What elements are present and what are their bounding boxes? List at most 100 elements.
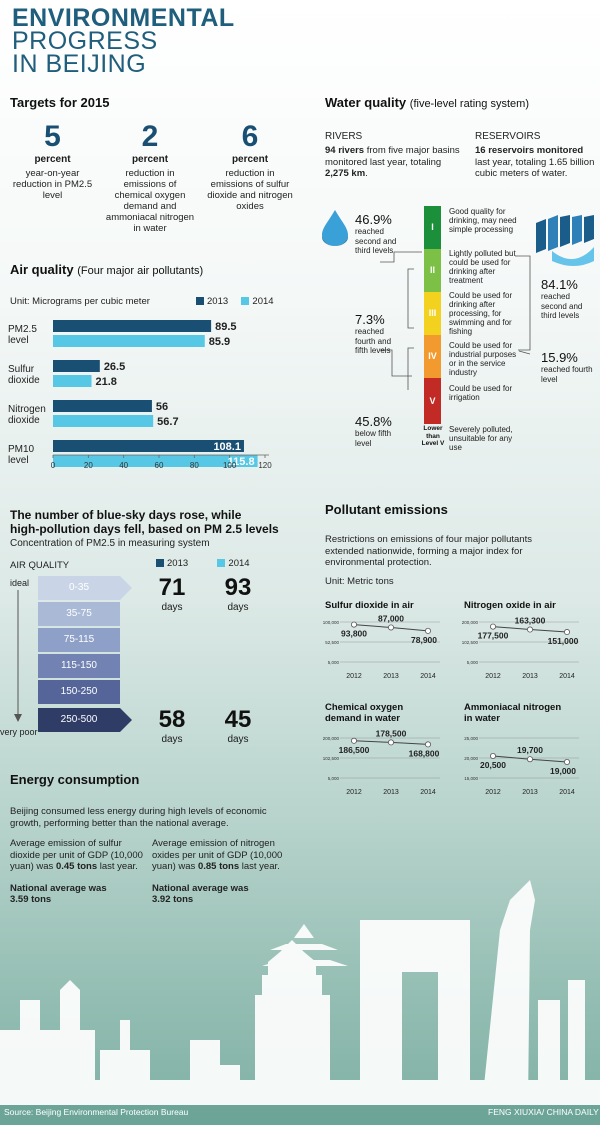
bad-days-2013-value: 58 xyxy=(158,706,186,733)
water-level-i-desc: Good quality for drinking, may need simp… xyxy=(449,207,517,234)
so2-chart-title: Sulfur dioxide in air xyxy=(325,600,414,611)
category-label-line: dioxide xyxy=(8,415,40,426)
target-unit: percent xyxy=(231,154,269,165)
y-tick-label: 25,000 xyxy=(464,736,478,741)
category-label-line: PM2.5 xyxy=(8,324,37,335)
water-heading: Water quality (five-level rating system) xyxy=(325,95,529,110)
air-quality-chart: PM2.5level89.585.9Sulfurdioxide26.521.8N… xyxy=(8,320,272,470)
cod-emissions-chart: 200,000 102,500 5,000 186,500 2012 178,500 201… xyxy=(323,728,440,796)
data-label: 163,300 xyxy=(515,616,546,626)
x-tick-label: 0 xyxy=(51,461,56,470)
data-label: 168,800 xyxy=(409,748,440,758)
pm25-level-ladder: 0-35 35-75 75-115 115-150 150-250 250-50… xyxy=(38,576,138,736)
bar-value-label: 56 xyxy=(156,401,168,413)
title-line2: PROGRESS xyxy=(12,27,158,55)
x-tick-label: 2014 xyxy=(559,789,575,796)
energy-heading: Energy consumption xyxy=(10,772,140,787)
data-label: 78,900 xyxy=(411,635,437,645)
x-tick-label: 100 xyxy=(223,461,237,470)
river-stat-mid-label: reached fourth and fifth levels xyxy=(355,327,392,355)
data-point xyxy=(489,752,496,759)
bar-value-label: 26.5 xyxy=(104,361,125,373)
water-level-scale: I II III IV V Lower than Level V xyxy=(422,206,444,456)
water-bracket-lines xyxy=(380,251,531,390)
quality-arrow xyxy=(14,590,22,722)
reservoirs-text: 16 reservoirs monitored last year, total… xyxy=(475,145,597,180)
rivers-text1: from five major basins monitored last ye… xyxy=(325,145,460,168)
rivers-title: RIVERS xyxy=(325,131,363,142)
river-stat-high: 46.9% reached second and third levels xyxy=(355,212,415,256)
category-label-line: PM10 xyxy=(8,444,35,455)
category-label-line: level xyxy=(8,335,29,346)
nh3-chart-title: Ammoniacal nitrogen in water xyxy=(464,702,561,724)
water-level-v-desc: Could be used for irrigation xyxy=(449,384,513,402)
legend-2014: 2014 xyxy=(228,558,250,569)
rivers-length: 2,275 km xyxy=(325,168,366,179)
bad-days-2013-unit: days xyxy=(161,734,183,745)
target-value: 5 xyxy=(44,120,61,153)
water-level-i: I xyxy=(424,206,441,249)
bluesky-subheading: Concentration of PM2.5 in measuring syst… xyxy=(10,538,210,549)
reservoir-dam-icon xyxy=(536,215,594,266)
pollutants-intro: Restrictions on emissions of four major … xyxy=(325,534,532,568)
reservoir-stat-high-label: reached second and third levels xyxy=(541,292,583,320)
good-days-2013-unit: days xyxy=(161,602,183,613)
data-point xyxy=(425,627,432,634)
category-label-line: Nitrogen xyxy=(8,404,46,415)
level-75-115: 75-115 xyxy=(38,628,120,652)
nh3-emissions-chart: 25,000 20,000 15,000 20,500 2012 19,700 2013 19… xyxy=(464,736,579,796)
data-label: 87,000 xyxy=(378,613,404,623)
bar-value-label: 85.9 xyxy=(209,336,230,348)
water-heading-text: Water quality xyxy=(325,95,407,110)
river-stat-low-label: below fifth level xyxy=(355,429,392,448)
reservoirs-title: RESERVOIRS xyxy=(475,131,541,142)
x-tick-label: 2014 xyxy=(420,673,436,680)
legend-2013: 2013 xyxy=(167,558,189,569)
target-so2: 6 percent reduction in emissions of sulf… xyxy=(205,120,295,212)
river-stat-high-label: reached second and third levels xyxy=(355,227,397,255)
bluesky-legend: 2013 2014 xyxy=(156,558,250,569)
pollutants-heading: Pollutant emissions xyxy=(325,502,448,517)
level-250-500: 250-500 xyxy=(38,708,120,732)
bar-value-label: 115.8 xyxy=(228,456,255,468)
water-subheading: (five-level rating system) xyxy=(409,98,529,110)
target-unit: percent xyxy=(34,154,71,165)
footer-source: Source: Beijing Environmental Protection… xyxy=(4,1107,189,1117)
data-point xyxy=(564,758,571,765)
beijing-skyline-illustration xyxy=(0,880,600,1105)
y-tick-label: 5,000 xyxy=(328,660,340,665)
data-label: 20,500 xyxy=(480,760,506,770)
legend-swatch-2013 xyxy=(156,559,164,567)
air-legend: 2013 2014 xyxy=(196,296,274,307)
bar-value-label: 89.5 xyxy=(215,321,236,333)
water-level-iv-desc: Could be used for industrial purposes or… xyxy=(449,341,517,377)
x-tick-label: 120 xyxy=(258,461,272,470)
legend-swatch-2014 xyxy=(217,559,226,567)
cod-chart-title: Chemical oxygen demand in water xyxy=(325,702,403,724)
data-label: 19,700 xyxy=(517,745,543,755)
very-poor-label: very poor xyxy=(0,727,38,737)
target-unit: percent xyxy=(131,154,169,165)
x-tick-label: 20 xyxy=(84,461,93,470)
target-cod: 2 percent reduction in emissions of chem… xyxy=(105,120,195,234)
targets-heading: Targets for 2015 xyxy=(10,95,110,110)
reservoir-stat-high-pct: 84.1% xyxy=(541,277,578,292)
x-tick-label: 2013 xyxy=(383,789,399,796)
good-days-2014-unit: days xyxy=(227,602,249,613)
category-label-line: level xyxy=(8,455,29,466)
good-days-2013: 71 days xyxy=(150,574,194,613)
bar-value-label: 21.8 xyxy=(96,376,117,388)
x-tick-label: 2012 xyxy=(485,673,501,680)
target-value: 6 xyxy=(241,120,259,153)
y-tick-label: 200,000 xyxy=(462,620,479,625)
energy-nox-text2: last year. xyxy=(239,861,280,872)
data-point xyxy=(350,737,357,744)
river-stat-mid: 7.3% reached fourth and fifth levels xyxy=(355,312,415,356)
y-tick-label: 5,000 xyxy=(467,660,479,665)
energy-so2: Average emission of sulfur dioxide per u… xyxy=(10,838,150,906)
x-tick-label: 2013 xyxy=(522,673,538,680)
good-days-2014: 93 days xyxy=(216,574,260,613)
level-good-pointer xyxy=(120,576,132,600)
